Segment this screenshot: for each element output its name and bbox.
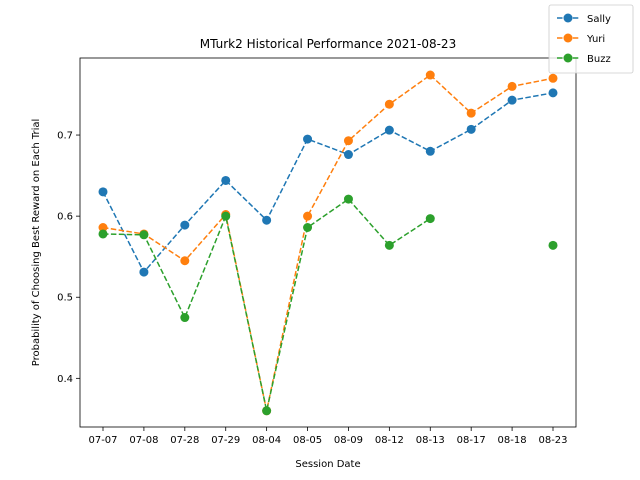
data-point [303, 134, 313, 144]
data-point [343, 136, 353, 146]
data-point [262, 215, 272, 225]
x-tick-label: 07-29 [211, 435, 240, 446]
data-point [139, 230, 149, 240]
series-line [102, 92, 554, 274]
plot-area [80, 58, 576, 427]
data-point [384, 240, 394, 250]
data-point [343, 150, 353, 160]
y-tick-label: 0.4 [57, 374, 73, 385]
data-point [466, 124, 476, 134]
data-point [98, 222, 108, 232]
legend-marker [563, 33, 573, 43]
data-point [221, 175, 231, 185]
data-point [139, 267, 149, 277]
series-line [102, 198, 431, 411]
data-point [384, 99, 394, 109]
chart-title: MTurk2 Historical Performance 2021-08-23 [200, 37, 456, 51]
plot-frame [79, 57, 577, 428]
x-axis-label: Session Date [295, 459, 360, 470]
data-point [548, 88, 558, 98]
x-tick-label: 08-23 [538, 435, 567, 446]
data-point [180, 220, 190, 230]
legend: Sally Yuri Buzz [548, 4, 634, 74]
legend-marker [563, 53, 573, 63]
y-tick-label: 0.6 [57, 212, 73, 223]
y-tick-label: 0.7 [57, 131, 73, 142]
data-point [221, 211, 231, 221]
data-point [548, 73, 558, 83]
x-tick-label: 07-07 [88, 435, 117, 446]
data-point [98, 229, 108, 239]
data-point [384, 125, 394, 135]
legend-label: Sally [587, 14, 611, 25]
x-tick-label: 08-12 [375, 435, 404, 446]
data-point [303, 211, 313, 221]
x-tick-label: 08-17 [457, 435, 486, 446]
data-point [548, 240, 558, 250]
x-tick-label: 07-28 [170, 435, 199, 446]
data-point [262, 406, 272, 416]
x-tick-label: 08-05 [293, 435, 322, 446]
data-point [343, 194, 353, 204]
x-tick-label: 08-18 [498, 435, 527, 446]
x-tick-label: 07-08 [129, 435, 158, 446]
data-point [180, 313, 190, 323]
legend-label: Yuri [586, 34, 605, 45]
data-point [98, 187, 108, 197]
data-point [507, 95, 517, 105]
data-point [507, 81, 517, 91]
data-point [425, 146, 435, 156]
data-point [303, 222, 313, 232]
legend-label: Buzz [587, 54, 611, 65]
y-tick-label: 0.5 [57, 293, 73, 304]
series-sally [98, 88, 558, 277]
series-buzz [98, 194, 558, 416]
y-axis-label: Probability of Choosing Best Reward on E… [31, 119, 42, 367]
data-point [425, 70, 435, 80]
data-point [425, 214, 435, 224]
legend-marker [563, 13, 573, 23]
series-line [102, 74, 554, 411]
x-tick-label: 08-09 [334, 435, 363, 446]
data-point [180, 256, 190, 266]
data-point [466, 108, 476, 118]
x-tick-label: 08-04 [252, 435, 281, 446]
x-tick-label: 08-13 [416, 435, 445, 446]
